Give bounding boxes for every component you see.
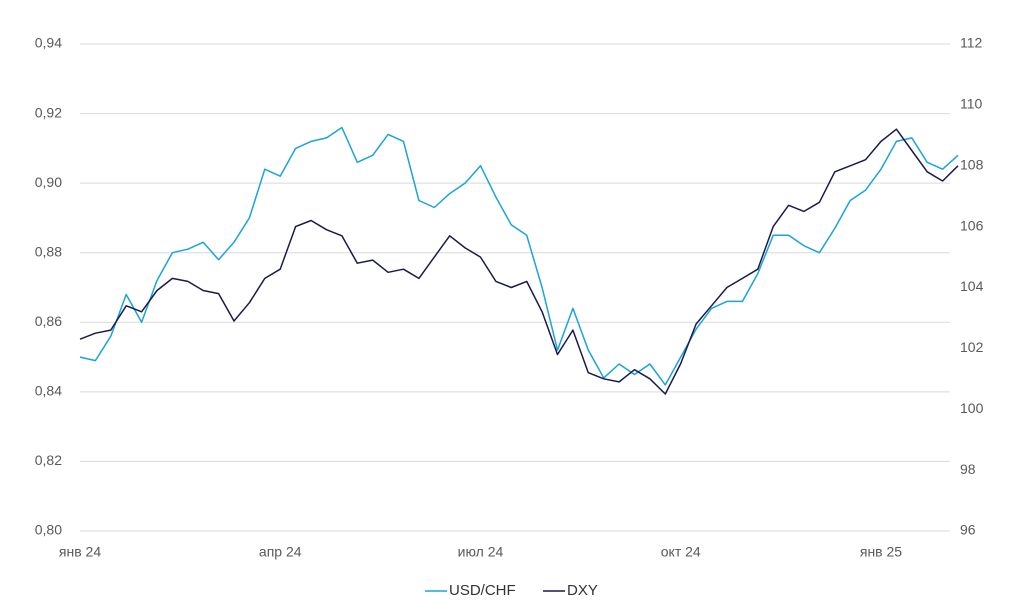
y-tick-label: 0,90 (35, 174, 62, 190)
y2-tick-label: 98 (960, 461, 976, 477)
y2-tick-label: 96 (960, 522, 976, 538)
x-tick-label: окт 24 (661, 544, 701, 560)
x-tick-label: июл 24 (458, 544, 504, 560)
y-tick-label: 0,84 (35, 383, 62, 399)
y-tick-label: 0,92 (35, 104, 62, 120)
series-line (79, 128, 959, 395)
y2-tick-label: 104 (960, 278, 984, 294)
y2-tick-label: 106 (960, 217, 984, 233)
x-tick-label: апр 24 (259, 544, 302, 560)
y2-tick-label: 112 (960, 35, 983, 51)
y-tick-label: 0,88 (35, 243, 62, 259)
y2-tick-label: 100 (960, 400, 984, 416)
y2-tick-label: 102 (960, 339, 984, 355)
legend-label: USD/CHF (449, 582, 516, 599)
legend-label: DXY (567, 582, 598, 599)
y2-tick-label: 108 (960, 156, 984, 172)
x-tick-label: янв 25 (860, 544, 902, 560)
y-tick-label: 0,86 (35, 313, 62, 329)
y-tick-label: 0,80 (35, 522, 62, 538)
y2-tick-label: 110 (960, 96, 983, 112)
y-tick-label: 0,94 (35, 35, 62, 51)
x-tick-label: янв 24 (59, 544, 101, 560)
y-tick-label: 0,82 (35, 452, 62, 468)
series-line (79, 126, 959, 386)
